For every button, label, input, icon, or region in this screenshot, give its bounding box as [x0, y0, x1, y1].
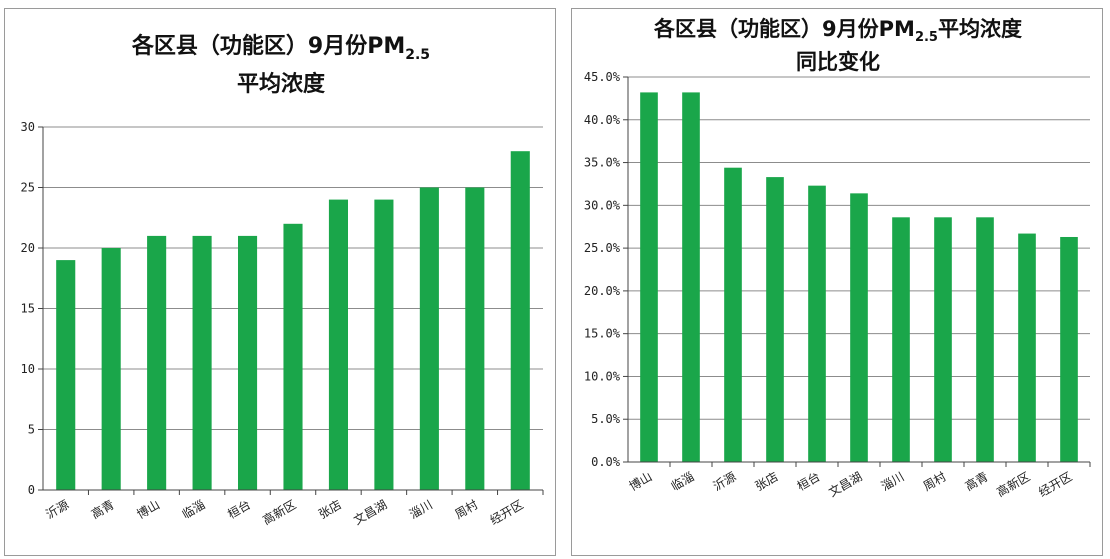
x-category-label: 周村: [453, 497, 481, 521]
x-category-label: 桓台: [794, 469, 822, 494]
bar: [56, 260, 76, 490]
x-category-label: 高新区: [260, 497, 299, 528]
y-tick-label: 40.0%: [584, 113, 621, 127]
x-category-label: 高新区: [994, 469, 1033, 500]
x-category-label: 桓台: [225, 497, 253, 522]
y-tick-label: 5.0%: [591, 412, 621, 426]
y-tick-label: 35.0%: [584, 156, 621, 170]
bar: [850, 193, 868, 462]
x-category-label: 淄川: [879, 469, 907, 493]
bar: [328, 199, 348, 490]
chart-title-line2: 平均浓度: [237, 71, 326, 97]
x-category-label: 张店: [316, 497, 344, 521]
chart-title-line2: 同比变化: [796, 50, 880, 74]
x-category-label: 文昌湖: [826, 469, 865, 500]
right-chart-svg: 各区县（功能区）9月份PM2.5平均浓度 同比变化 0.0% 5.0% 10.0% 1…: [584, 17, 1091, 500]
bar: [892, 217, 910, 462]
right-chart-panel: 各区县（功能区）9月份PM2.5平均浓度 同比变化 0.0% 5.0% 10.0% 1…: [571, 8, 1103, 556]
y-tick-label: 45.0%: [584, 70, 621, 84]
x-category-label: 淄川: [407, 497, 435, 521]
bar: [1060, 236, 1078, 462]
bar: [374, 199, 394, 490]
y-tick-label: 20.0%: [584, 284, 621, 298]
chart-title-after: 平均浓度: [938, 17, 1022, 41]
x-category-label: 沂源: [711, 469, 739, 493]
chart-title-subscript: 2.5: [915, 30, 938, 45]
x-category-label: 张店: [753, 469, 781, 493]
chart-title: 各区县（功能区）9月份PM2.5平均浓度: [653, 17, 1022, 45]
left-chart-svg: 各区县（功能区）9月份PM2.5 平均浓度 0 5 10 15 20 25 30 沂源 高青博…: [21, 33, 544, 528]
bar: [766, 177, 784, 462]
y-tick-label: 15: [21, 302, 35, 316]
left-chart-panel: 各区县（功能区）9月份PM2.5 平均浓度 0 5 10 15 20 25 30 沂源 高青博…: [4, 8, 556, 556]
x-category-label: 临淄: [180, 497, 208, 521]
x-category-label: 沂源: [43, 497, 71, 521]
bar: [682, 92, 700, 463]
y-tick-label: 10.0%: [584, 369, 621, 383]
chart-title-subscript: 2.5: [405, 47, 430, 63]
bar: [238, 235, 258, 490]
x-category-label: 文昌湖: [351, 497, 390, 528]
y-tick-label: 10: [21, 362, 35, 376]
y-tick-label: 25: [21, 181, 35, 195]
chart-title-main: 各区县（功能区）9月份PM: [131, 33, 405, 59]
chart-title-main: 各区县（功能区）9月份PM: [653, 17, 915, 41]
bar: [510, 151, 530, 490]
bar: [147, 235, 167, 490]
y-tick-label: 5: [28, 423, 35, 437]
bar: [640, 92, 658, 463]
bar: [192, 235, 212, 490]
bar: [465, 187, 485, 490]
bar: [1018, 233, 1036, 462]
x-category-label: 博山: [134, 497, 162, 522]
bar: [724, 167, 742, 462]
y-tick-label: 0: [28, 483, 35, 497]
x-category-label: 周村: [921, 469, 949, 493]
bar: [976, 217, 994, 462]
bar: [934, 217, 952, 462]
bar: [419, 187, 439, 490]
x-category-label: 临淄: [669, 469, 697, 493]
bar: [283, 223, 303, 491]
bar: [101, 248, 121, 490]
x-category-label: 高青: [962, 469, 990, 494]
y-tick-label: 25.0%: [584, 241, 621, 255]
bar: [808, 185, 826, 462]
x-category-label: 经开区: [1036, 469, 1074, 499]
x-category-label: 高青: [88, 497, 116, 522]
y-tick-label: 20: [21, 241, 35, 255]
y-tick-label: 30: [21, 120, 35, 134]
chart-title: 各区县（功能区）9月份PM2.5: [131, 33, 430, 63]
x-category-label: 经开区: [488, 497, 526, 527]
x-category-label: 博山: [626, 469, 654, 494]
y-tick-label: 15.0%: [584, 327, 621, 341]
y-tick-label: 0.0%: [591, 455, 621, 469]
y-tick-label: 30.0%: [584, 198, 621, 212]
